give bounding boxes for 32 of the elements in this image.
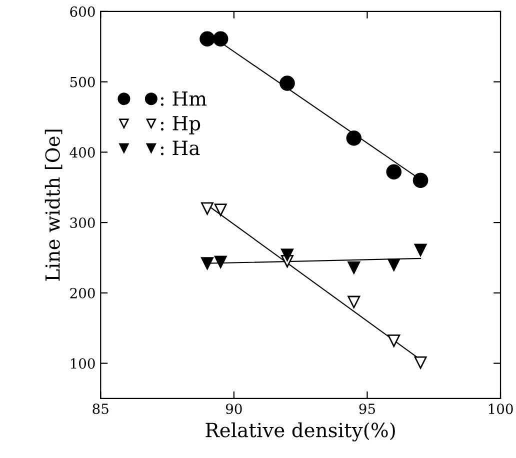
point: [280, 76, 295, 91]
point: [348, 296, 360, 308]
point: [388, 334, 400, 348]
y-tick-label: 600: [70, 6, 95, 17]
x-tick-label: 100: [488, 404, 513, 414]
y-tick-label: 500: [70, 76, 95, 88]
legend-label: : Hp: [160, 116, 200, 134]
point: [386, 164, 402, 180]
y-tick-label: 400: [70, 147, 95, 158]
legend-label: : Ha: [160, 140, 200, 156]
point: [280, 248, 294, 262]
point: [201, 257, 214, 270]
point: [414, 356, 427, 369]
point: [212, 31, 228, 47]
point: [200, 31, 215, 47]
point: [348, 261, 360, 274]
point: [201, 202, 214, 215]
point: [388, 258, 400, 272]
x-tick-label: 85: [92, 404, 108, 414]
y-tick-label: 100: [70, 358, 95, 369]
legend-label: : Hm: [160, 91, 207, 106]
point: [412, 172, 428, 188]
x-tick-label: 95: [359, 404, 375, 414]
y-tick-label: 300: [70, 218, 95, 228]
point: [414, 244, 427, 256]
point: [214, 204, 227, 216]
y-tick-label: 200: [70, 288, 95, 298]
point: [214, 256, 227, 268]
x-axis-title: Relative density(%): [206, 422, 395, 442]
x-tick-label: 90: [226, 404, 242, 414]
point: [346, 130, 362, 146]
y-axis-title: Line width [Oe]: [44, 130, 62, 281]
